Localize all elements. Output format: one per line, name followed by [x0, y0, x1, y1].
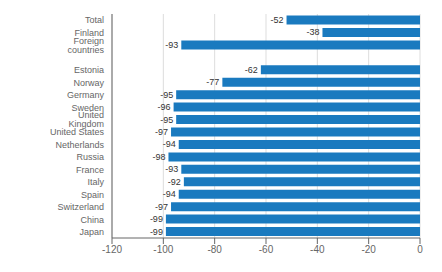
- svg-text:France: France: [76, 165, 104, 175]
- svg-text:-120: -120: [102, 244, 122, 255]
- svg-text:-93: -93: [165, 164, 178, 174]
- svg-text:UnitedKingdom: UnitedKingdom: [68, 110, 104, 129]
- svg-text:-60: -60: [259, 244, 274, 255]
- svg-text:Norway: Norway: [73, 78, 104, 88]
- svg-text:-95: -95: [160, 115, 173, 125]
- svg-text:-97: -97: [155, 127, 168, 137]
- svg-text:-99: -99: [150, 227, 163, 237]
- svg-text:Sweden: Sweden: [71, 103, 104, 113]
- svg-text:-40: -40: [310, 244, 325, 255]
- svg-text:-95: -95: [160, 90, 173, 100]
- svg-text:-98: -98: [152, 152, 165, 162]
- svg-text:-52: -52: [271, 15, 284, 25]
- svg-text:-92: -92: [168, 177, 181, 187]
- svg-text:-77: -77: [206, 77, 219, 87]
- svg-text:China: China: [80, 215, 104, 225]
- svg-text:Foreigncountries: Foreigncountries: [67, 36, 104, 55]
- svg-text:-96: -96: [158, 102, 171, 112]
- svg-text:Germany: Germany: [67, 90, 105, 100]
- svg-text:-38: -38: [306, 27, 319, 37]
- svg-text:Switzerland: Switzerland: [57, 202, 104, 212]
- svg-text:0: 0: [417, 244, 423, 255]
- svg-text:-62: -62: [245, 65, 258, 75]
- svg-text:Estonia: Estonia: [74, 65, 104, 75]
- svg-text:-97: -97: [155, 202, 168, 212]
- svg-text:-20: -20: [361, 244, 376, 255]
- svg-text:Japan: Japan: [79, 227, 104, 237]
- svg-text:Finland: Finland: [74, 28, 104, 38]
- svg-text:-94: -94: [163, 189, 176, 199]
- svg-text:-80: -80: [207, 244, 222, 255]
- svg-text:Spain: Spain: [81, 190, 104, 200]
- svg-text:-93: -93: [165, 40, 178, 50]
- svg-text:-100: -100: [153, 244, 173, 255]
- svg-text:Russia: Russia: [76, 152, 104, 162]
- svg-text:Total: Total: [85, 15, 104, 25]
- svg-text:-94: -94: [163, 139, 176, 149]
- svg-text:Netherlands: Netherlands: [55, 140, 104, 150]
- svg-text:United States: United States: [50, 127, 104, 138]
- svg-text:Italy: Italy: [87, 177, 104, 187]
- svg-text:-99: -99: [150, 214, 163, 224]
